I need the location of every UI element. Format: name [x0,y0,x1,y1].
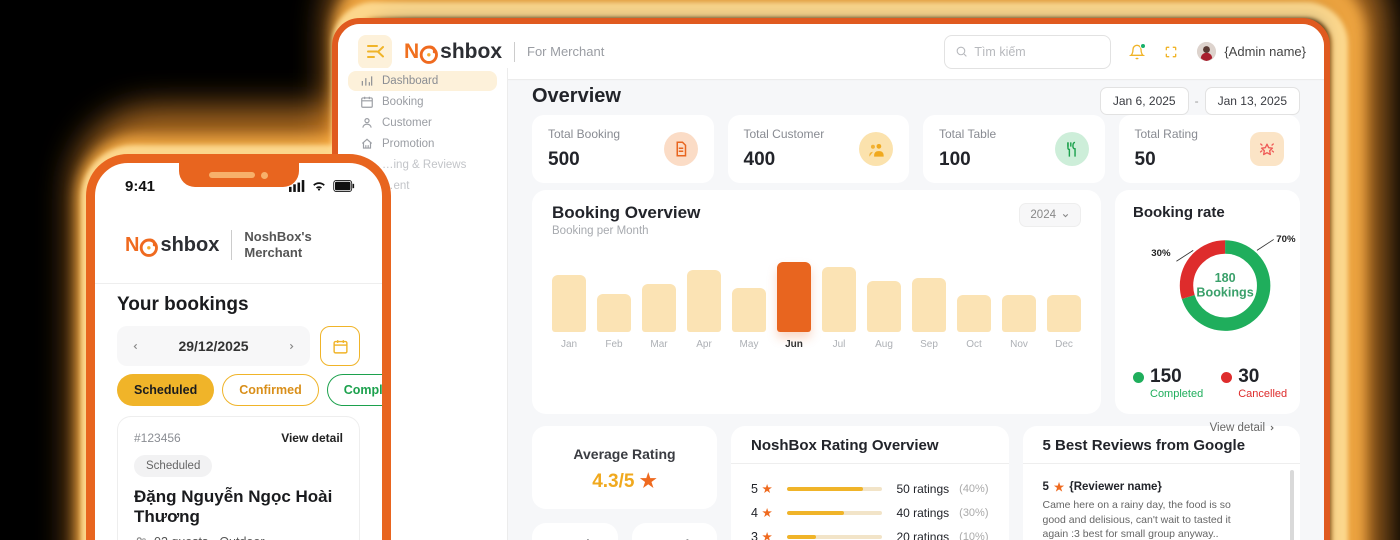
svg-text:70%: 70% [1276,234,1296,245]
svg-text:180: 180 [1215,271,1236,285]
svg-text:Bookings: Bookings [1196,285,1253,299]
svg-text:30%: 30% [1151,248,1171,259]
